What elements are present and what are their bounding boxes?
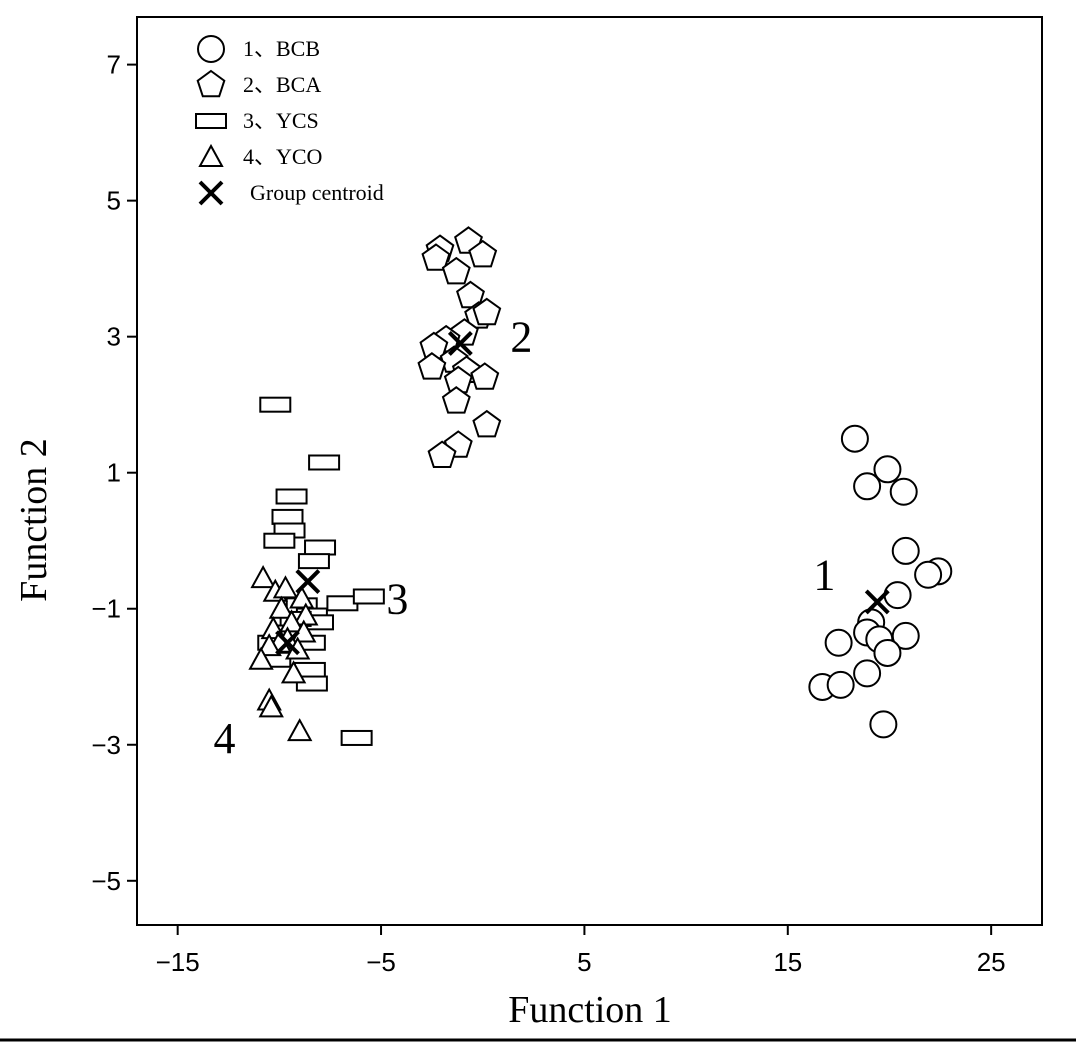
x-tick-label: 15 (773, 947, 802, 977)
legend-marker-cross-stroke (198, 180, 224, 206)
point-triangle (250, 565, 276, 589)
axis-ticks: −15 −5 5 15 25 7 5 3 1 −1 −3 −5 (91, 50, 1005, 977)
point-circle (873, 455, 902, 484)
centroid-marker-stroke (447, 331, 473, 356)
point-rectangle (308, 454, 341, 471)
point-pentagon (472, 297, 502, 326)
y-tick-label: 1 (107, 458, 121, 488)
y-tick-label: −1 (91, 594, 121, 624)
y-tick-label: −5 (91, 866, 121, 896)
group-label: 3 (386, 575, 408, 624)
point-rectangle (304, 539, 337, 556)
point-circle (891, 536, 920, 565)
point-pentagon (468, 239, 498, 268)
point-rectangle (263, 532, 296, 549)
legend-label: 4、YCO (243, 144, 322, 169)
point-pentagon (470, 362, 500, 390)
point-triangle (258, 694, 284, 718)
point-triangle (272, 575, 299, 599)
point-circle (869, 710, 898, 739)
legend-label: 2、BCA (243, 72, 321, 97)
point-pentagon (472, 409, 502, 438)
point-circle (824, 628, 853, 657)
point-rectangle (259, 396, 292, 413)
centroid-marker-stroke (864, 589, 890, 615)
point-rectangle (297, 553, 330, 570)
y-tick-label: 5 (107, 186, 121, 216)
legend-marker-cross (198, 180, 224, 206)
point-circle (883, 581, 912, 610)
legend-marker-triangle (198, 143, 224, 167)
point-triangle (278, 609, 305, 633)
centroid-marker-stroke (295, 569, 321, 594)
point-pentagon (417, 352, 447, 380)
point-circle (853, 472, 882, 501)
point-circle (889, 477, 918, 506)
data-marks (248, 226, 953, 746)
legend: 1、BCB 2、BCA 3、YCS 4、YCO Group centroid (195, 35, 384, 206)
x-tick-label: −15 (156, 947, 200, 977)
point-triangle (268, 595, 295, 619)
legend-label: 3、YCS (243, 108, 319, 133)
x-tick-label: 5 (577, 947, 591, 977)
group-label: 2 (510, 313, 532, 362)
point-pentagon (441, 386, 471, 414)
centroid-marker-stroke (275, 630, 300, 656)
centroid-marker (295, 569, 321, 594)
group-label: 4 (213, 714, 235, 763)
group-labels: 1 2 3 4 (213, 313, 835, 763)
point-rectangle (271, 508, 304, 525)
centroid-marker (447, 331, 473, 356)
legend-marker-pentagon (196, 69, 226, 98)
y-tick-label: −3 (91, 730, 121, 760)
x-axis-title: Function 1 (508, 989, 672, 1031)
point-triangle (256, 633, 282, 657)
legend-label: Group centroid (250, 180, 384, 205)
point-triangle (289, 585, 315, 609)
point-triangle (248, 646, 274, 670)
point-rectangle (340, 729, 373, 746)
legend-marker-rectangle (195, 113, 227, 129)
point-circle (873, 638, 902, 667)
x-tick-label: 25 (977, 947, 1006, 977)
point-rectangle (352, 588, 385, 605)
point-circle (914, 560, 943, 589)
legend-marker-circle (197, 35, 225, 63)
y-tick-label: 3 (107, 322, 121, 352)
centroid-marker (864, 589, 890, 615)
point-circle (853, 659, 882, 688)
group-label: 1 (813, 551, 835, 600)
point-rectangle (275, 488, 308, 505)
y-tick-label: 7 (107, 50, 121, 80)
x-tick-label: −5 (366, 947, 396, 977)
point-pentagon (441, 256, 471, 285)
legend-label: 1、BCB (243, 36, 320, 61)
point-circle (826, 670, 855, 699)
point-triangle (287, 718, 313, 742)
point-pentagon (421, 243, 451, 271)
point-triangle (280, 660, 307, 684)
point-circle (840, 424, 869, 453)
y-axis-title: Function 2 (13, 438, 55, 602)
point-pentagon (427, 440, 457, 468)
centroid-marks (275, 331, 890, 656)
centroid-marker (275, 630, 300, 656)
